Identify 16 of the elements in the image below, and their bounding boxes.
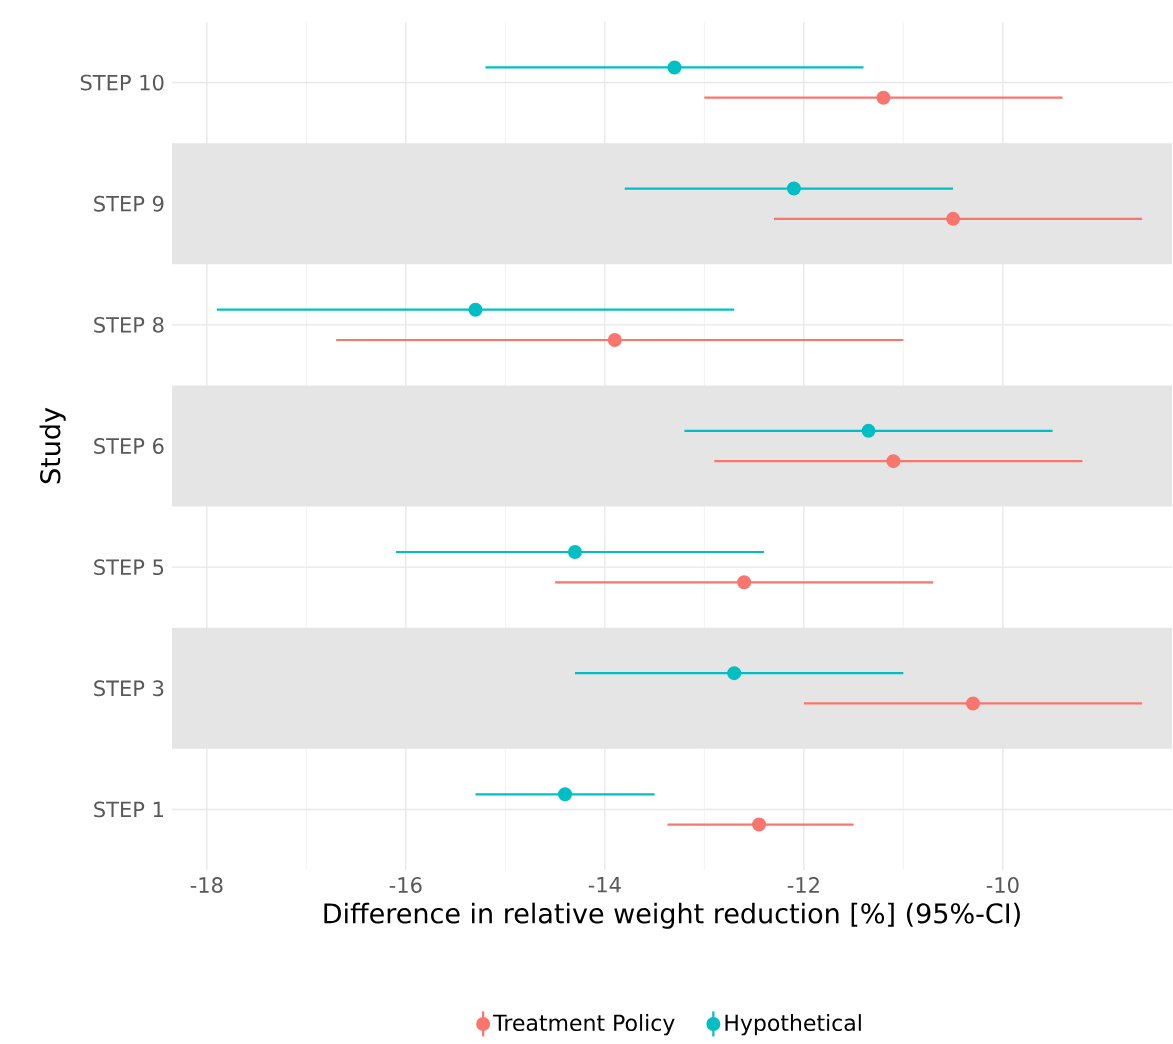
y-tick-label: STEP 6 xyxy=(94,438,164,454)
y-tick-label: STEP 10 xyxy=(80,74,164,91)
y-tick-label: STEP 8 xyxy=(94,316,164,333)
legend-label: Hypothetical xyxy=(725,1014,861,1036)
x-tick-label: -12 xyxy=(787,877,819,893)
y-axis-title: Study xyxy=(39,407,66,484)
y-tick-label: STEP 3 xyxy=(94,680,164,697)
x-tick-label: -16 xyxy=(389,877,422,893)
y-tick-label: STEP 9 xyxy=(94,195,164,212)
x-axis-title: Difference in relative weight reduction [%] (95%-CI) xyxy=(324,902,1020,929)
y-tick-label: STEP 5 xyxy=(94,559,164,576)
x-tick-label: -10 xyxy=(986,877,1019,893)
y-tick-label: STEP 1 xyxy=(94,801,163,818)
legend-label: Treatment Policy xyxy=(493,1014,675,1036)
x-tick-label: -14 xyxy=(588,877,621,893)
x-tick-label: -18 xyxy=(190,877,223,893)
